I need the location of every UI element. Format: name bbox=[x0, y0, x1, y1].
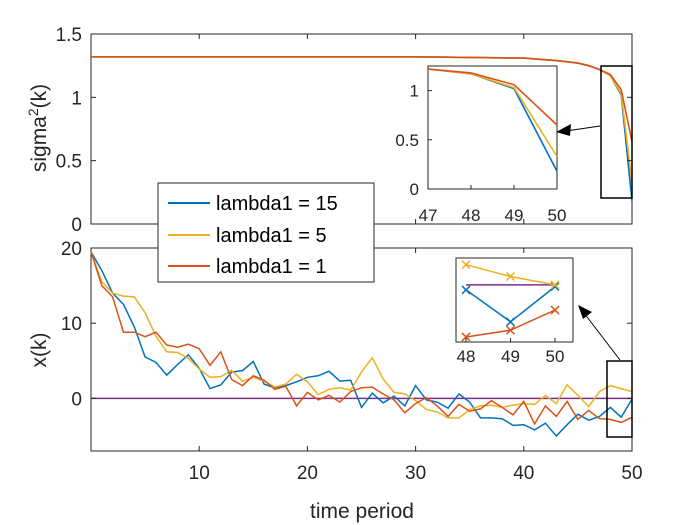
top-inset-series-group bbox=[427, 68, 558, 172]
legend-label: lambda1 = 5 bbox=[216, 225, 327, 247]
bottom-series-line bbox=[90, 251, 633, 438]
legend-entry: lambda1 = 5 bbox=[168, 225, 327, 247]
top-series-group bbox=[91, 55, 633, 202]
legend-entry: lambda1 = 15 bbox=[168, 193, 338, 215]
inset-x-marker bbox=[505, 271, 516, 282]
legend-label: lambda1 = 1 bbox=[216, 256, 327, 278]
bottom-inset-plot: 48 49 50 bbox=[455, 257, 574, 366]
inset-x-tick-label: 50 bbox=[546, 347, 565, 366]
inset-x-marker bbox=[550, 280, 560, 290]
x-tick-label: 40 bbox=[513, 463, 534, 484]
x-tick-label: 10 bbox=[189, 463, 210, 484]
bottom-inset-area bbox=[455, 257, 574, 343]
inset-y-tick-label: 0 bbox=[410, 180, 419, 199]
bottom-inset-series-group bbox=[461, 260, 560, 342]
bottom-x-axis-label: time period bbox=[310, 500, 414, 523]
inset-x-marker bbox=[550, 305, 560, 315]
inset-x-marker bbox=[505, 317, 516, 327]
bottom-series-line bbox=[90, 251, 633, 419]
bottom-ticks: 0 10 20 10 20 30 40 50 bbox=[61, 239, 643, 484]
top-inset-area bbox=[427, 65, 558, 190]
bottom-zoom-arrow bbox=[583, 312, 621, 361]
bottom-y-axis-label: x(k) bbox=[28, 333, 51, 368]
y-tick-label: 20 bbox=[61, 239, 82, 260]
y-tick-label: 0 bbox=[71, 215, 82, 236]
inset-x-tick-label: 50 bbox=[548, 206, 567, 225]
inset-x-marker bbox=[505, 325, 516, 335]
bottom-series-line bbox=[90, 251, 633, 426]
top-inset-plot: 47 48 49 50 0 0.5 1 bbox=[395, 65, 566, 225]
y-tick-label: 1 bbox=[71, 88, 82, 109]
legend: lambda1 = 15 lambda1 = 5 lambda1 = 1 bbox=[157, 182, 375, 283]
inset-series-line bbox=[427, 68, 558, 126]
top-y-ticks: 0 0.5 1 1.5 bbox=[56, 25, 632, 236]
top-inset-ticks: 47 48 49 50 0 0.5 1 bbox=[395, 82, 566, 225]
inset-y-tick-label: 0.5 bbox=[395, 131, 419, 150]
bottom-zoom-box bbox=[606, 360, 633, 438]
y-tick-label: 0.5 bbox=[56, 152, 82, 173]
inset-x-marker bbox=[461, 332, 471, 342]
inset-x-tick-label: 49 bbox=[501, 347, 520, 366]
bottom-zoom-arrowhead bbox=[578, 305, 592, 319]
x-tick-label: 50 bbox=[621, 463, 642, 484]
y-tick-label: 0 bbox=[71, 389, 82, 410]
inset-x-tick-label: 48 bbox=[462, 206, 481, 225]
y-tick-label: 10 bbox=[61, 314, 82, 335]
inset-x-marker bbox=[461, 260, 471, 270]
y-tick-label: 1.5 bbox=[56, 25, 82, 46]
bottom-inset-ticks: 48 49 50 bbox=[457, 338, 565, 366]
bottom-series-group bbox=[90, 251, 633, 438]
x-tick-label: 30 bbox=[405, 463, 426, 484]
legend-entry: lambda1 = 1 bbox=[168, 256, 327, 278]
x-tick-label: 20 bbox=[297, 463, 318, 484]
inset-x-marker bbox=[461, 285, 471, 295]
legend-label: lambda1 = 15 bbox=[216, 193, 338, 215]
inset-y-tick-label: 1 bbox=[410, 82, 419, 101]
inset-x-tick-label: 48 bbox=[457, 347, 476, 366]
top-series-line bbox=[91, 55, 633, 142]
inset-x-tick-label: 49 bbox=[505, 206, 524, 225]
top-y-axis-label: sigma2(k) bbox=[25, 84, 51, 172]
top-zoom-arrow bbox=[565, 125, 601, 132]
top-zoom-arrowhead bbox=[556, 124, 571, 136]
inset-x-tick-label: 47 bbox=[419, 206, 438, 225]
top-zoom-box bbox=[600, 65, 633, 199]
